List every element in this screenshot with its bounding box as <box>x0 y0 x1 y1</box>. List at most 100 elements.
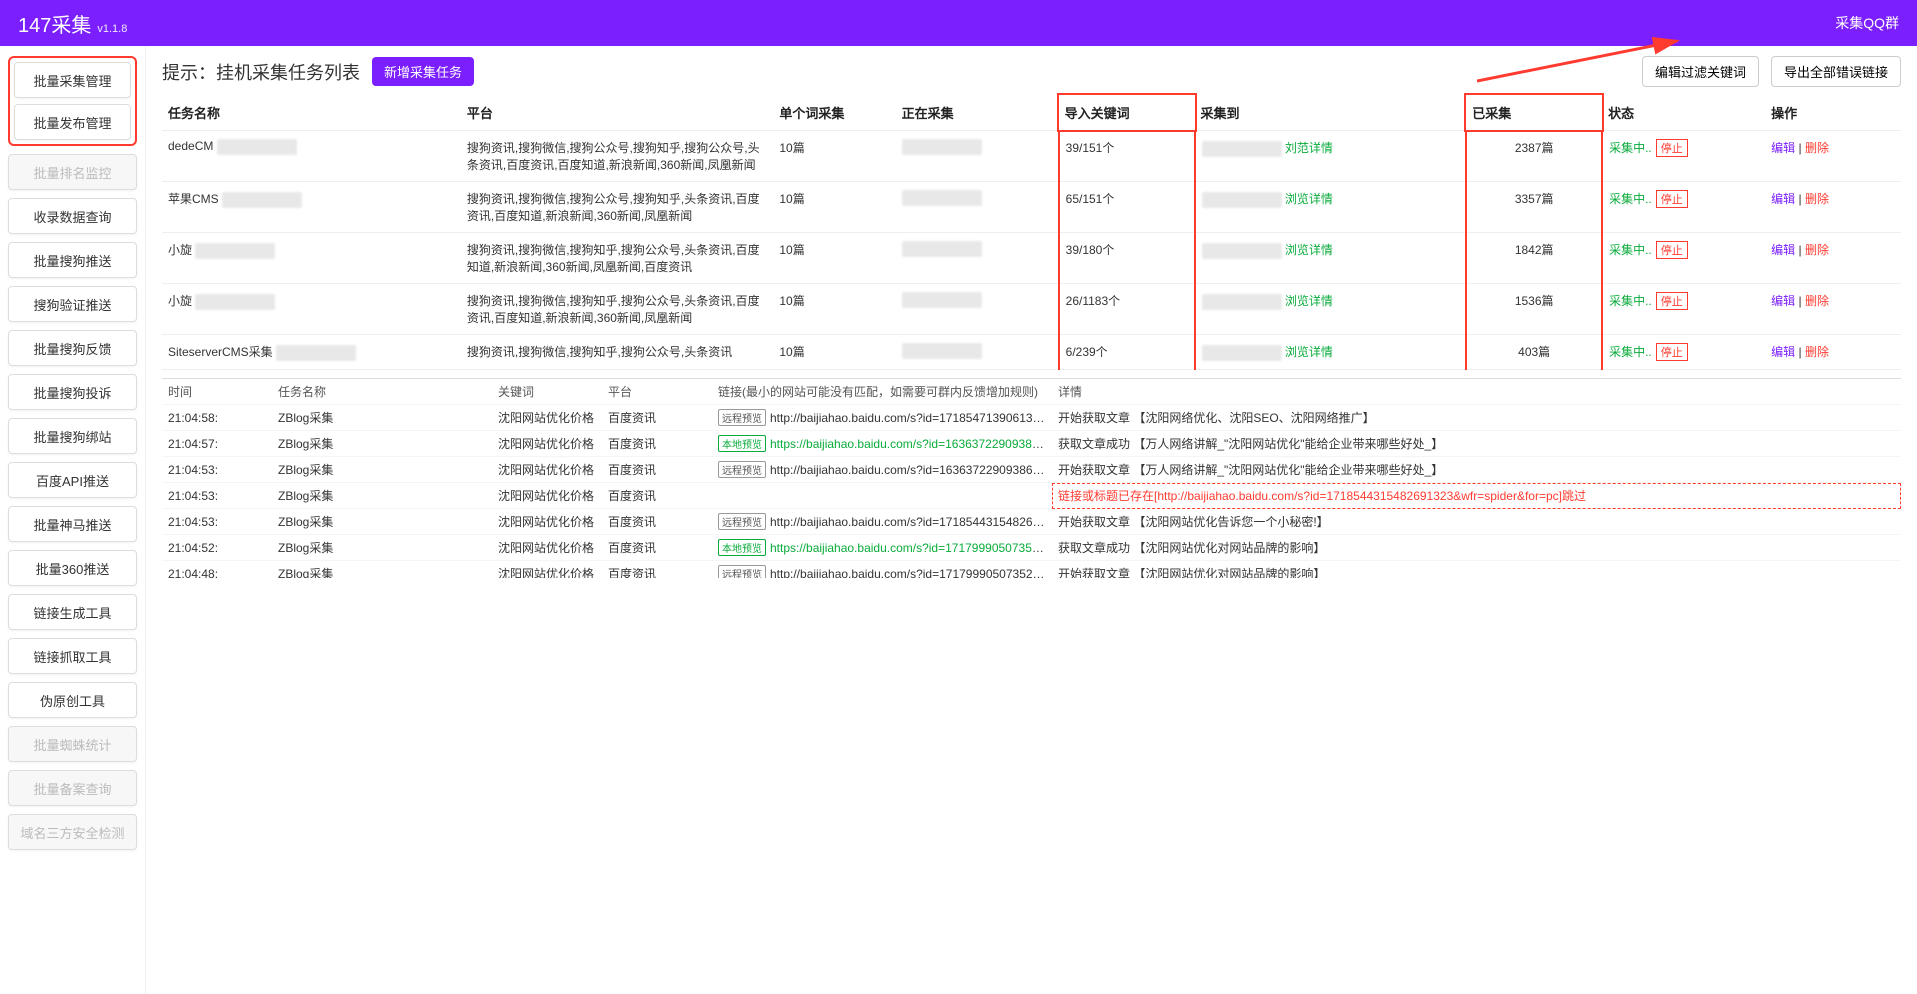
sidebar-item[interactable]: 批量神马推送 <box>8 506 137 542</box>
sidebar-item[interactable]: 收录数据查询 <box>8 198 137 234</box>
log-link[interactable]: http://baijiahao.baidu.com/s?id=17179990… <box>770 567 1052 578</box>
edit-link[interactable]: 编辑 <box>1771 294 1795 308</box>
log-keyword: 沈阳网站优化价格 <box>492 535 602 561</box>
task-platforms: 搜狗资讯,搜狗微信,搜狗公众号,搜狗知乎,搜狗公众号,头条资讯,百度资讯,百度知… <box>461 131 773 182</box>
task-th: 操作 <box>1765 95 1901 131</box>
task-keywords: 26/1183个 <box>1059 284 1195 335</box>
log-platform: 百度资讯 <box>602 483 712 509</box>
sidebar-item[interactable]: 链接抓取工具 <box>8 638 137 674</box>
log-time: 21:04:53: <box>162 509 272 535</box>
log-task: ZBlog采集 <box>272 483 492 509</box>
log-keyword: 沈阳网站优化价格 <box>492 509 602 535</box>
browse-detail-link[interactable]: 浏览详情 <box>1285 243 1333 257</box>
stop-badge[interactable]: 停止 <box>1656 292 1688 310</box>
log-task: ZBlog采集 <box>272 561 492 579</box>
topbar: 147采集 v1.1.8 采集QQ群 <box>0 0 1917 46</box>
log-panel[interactable]: 时间任务名称关键词平台链接(最小的网站可能没有匹配，如需要可群内反馈增加规则)详… <box>162 378 1901 578</box>
log-link[interactable]: http://baijiahao.baidu.com/s?id=17185471… <box>770 411 1052 425</box>
edit-filter-keywords-button[interactable]: 编辑过滤关键词 <box>1642 56 1759 87</box>
main-panel: 提示：挂机采集任务列表 新增采集任务 编辑过滤关键词 导出全部错误链接 任务名称… <box>146 46 1917 994</box>
log-platform: 百度资讯 <box>602 431 712 457</box>
delete-link[interactable]: 删除 <box>1805 141 1829 155</box>
blurred <box>222 192 302 208</box>
preview-badge[interactable]: 远程预览 <box>718 409 766 426</box>
sidebar-item[interactable]: 批量360推送 <box>8 550 137 586</box>
delete-link[interactable]: 删除 <box>1805 294 1829 308</box>
delete-link[interactable]: 删除 <box>1805 345 1829 359</box>
task-table: 任务名称平台单个词采集正在采集导入关键词采集到已采集状态操作 dedeCM 搜狗… <box>162 95 1901 370</box>
task-platforms: 搜狗资讯,搜狗微信,搜狗公众号,搜狗知乎,头条资讯,百度资讯,百度知道,新浪新闻… <box>461 182 773 233</box>
status-text: 采集中.. <box>1609 192 1652 206</box>
log-row: 21:04:53:ZBlog采集沈阳网站优化价格百度资讯远程预览http://b… <box>162 457 1901 483</box>
sidebar-item[interactable]: 批量搜狗绑站 <box>8 418 137 454</box>
browse-detail-link[interactable]: 浏览详情 <box>1285 192 1333 206</box>
task-single: 10篇 <box>773 284 895 335</box>
preview-badge[interactable]: 远程预览 <box>718 565 766 578</box>
status-text: 采集中.. <box>1609 294 1652 308</box>
brand-version: v1.1.8 <box>97 23 127 35</box>
log-platform: 百度资讯 <box>602 561 712 579</box>
stop-badge[interactable]: 停止 <box>1656 241 1688 259</box>
log-platform: 百度资讯 <box>602 535 712 561</box>
stop-badge[interactable]: 停止 <box>1656 139 1688 157</box>
sidebar-item-collect-manage[interactable]: 批量采集管理 <box>14 62 131 98</box>
log-th: 详情 <box>1052 379 1901 405</box>
sidebar-item[interactable]: 搜狗验证推送 <box>8 286 137 322</box>
sidebar-item[interactable]: 百度API推送 <box>8 462 137 498</box>
task-th: 导入关键词 <box>1059 95 1195 131</box>
edit-link[interactable]: 编辑 <box>1771 243 1795 257</box>
table-row: 小旋 搜狗资讯,搜狗微信,搜狗知乎,搜狗公众号,头条资讯,百度知道,新浪新闻,3… <box>162 233 1901 284</box>
delete-link[interactable]: 删除 <box>1805 192 1829 206</box>
preview-badge[interactable]: 远程预览 <box>718 513 766 530</box>
preview-badge[interactable]: 本地预览 <box>718 435 766 452</box>
qq-group-link[interactable]: 采集QQ群 <box>1835 13 1899 33</box>
log-th: 时间 <box>162 379 272 405</box>
blurred <box>1202 243 1282 259</box>
status-text: 采集中.. <box>1609 141 1652 155</box>
edit-link[interactable]: 编辑 <box>1771 141 1795 155</box>
table-row: 小旋 搜狗资讯,搜狗微信,搜狗知乎,搜狗公众号,头条资讯,百度资讯,百度知道,新… <box>162 284 1901 335</box>
sidebar-item[interactable]: 伪原创工具 <box>8 682 137 718</box>
brand-name: 147采集 <box>18 9 91 38</box>
browse-detail-link[interactable]: 浏览详情 <box>1285 294 1333 308</box>
task-single: 10篇 <box>773 131 895 182</box>
log-keyword: 沈阳网站优化价格 <box>492 405 602 431</box>
log-time: 21:04:52: <box>162 535 272 561</box>
log-link[interactable]: http://baijiahao.baidu.com/s?id=16363722… <box>770 463 1052 477</box>
browse-detail-link[interactable]: 浏览详情 <box>1285 345 1333 359</box>
edit-link[interactable]: 编辑 <box>1771 192 1795 206</box>
log-link[interactable]: https://baijiahao.baidu.com/s?id=1636372… <box>770 437 1052 451</box>
blurred <box>1202 294 1282 310</box>
blurred <box>195 294 275 310</box>
log-row: 21:04:48:ZBlog采集沈阳网站优化价格百度资讯远程预览http://b… <box>162 561 1901 579</box>
task-th: 平台 <box>461 95 773 131</box>
log-link[interactable]: https://baijiahao.baidu.com/s?id=1717999… <box>770 541 1052 555</box>
add-task-button[interactable]: 新增采集任务 <box>372 57 474 86</box>
stop-badge[interactable]: 停止 <box>1656 190 1688 208</box>
preview-badge[interactable]: 远程预览 <box>718 461 766 478</box>
task-name: dedeCM <box>168 139 213 153</box>
sidebar-item[interactable]: 批量搜狗投诉 <box>8 374 137 410</box>
log-time: 21:04:53: <box>162 457 272 483</box>
log-time: 21:04:48: <box>162 561 272 579</box>
edit-link[interactable]: 编辑 <box>1771 345 1795 359</box>
blurred <box>195 243 275 259</box>
task-th: 采集到 <box>1195 95 1467 131</box>
sidebar-item-publish-manage[interactable]: 批量发布管理 <box>14 104 131 140</box>
blurred <box>902 190 982 206</box>
log-keyword: 沈阳网站优化价格 <box>492 431 602 457</box>
export-errors-button[interactable]: 导出全部错误链接 <box>1771 56 1901 87</box>
sidebar-item[interactable]: 链接生成工具 <box>8 594 137 630</box>
delete-link[interactable]: 删除 <box>1805 243 1829 257</box>
log-detail: 链接或标题已存在[http://baijiahao.baidu.com/s?id… <box>1052 483 1901 509</box>
log-row: 21:04:57:ZBlog采集沈阳网站优化价格百度资讯本地预览https://… <box>162 431 1901 457</box>
sidebar-item: 域名三方安全检测 <box>8 814 137 850</box>
preview-badge[interactable]: 本地预览 <box>718 539 766 556</box>
sidebar-item[interactable]: 批量搜狗推送 <box>8 242 137 278</box>
sidebar-item[interactable]: 批量搜狗反馈 <box>8 330 137 366</box>
task-platforms: 搜狗资讯,搜狗微信,搜狗知乎,搜狗公众号,头条资讯 <box>461 335 773 370</box>
browse-detail-link[interactable]: 刘范详情 <box>1285 141 1333 155</box>
log-link[interactable]: http://baijiahao.baidu.com/s?id=17185443… <box>770 515 1052 529</box>
stop-badge[interactable]: 停止 <box>1656 343 1688 361</box>
log-time: 21:04:58: <box>162 405 272 431</box>
